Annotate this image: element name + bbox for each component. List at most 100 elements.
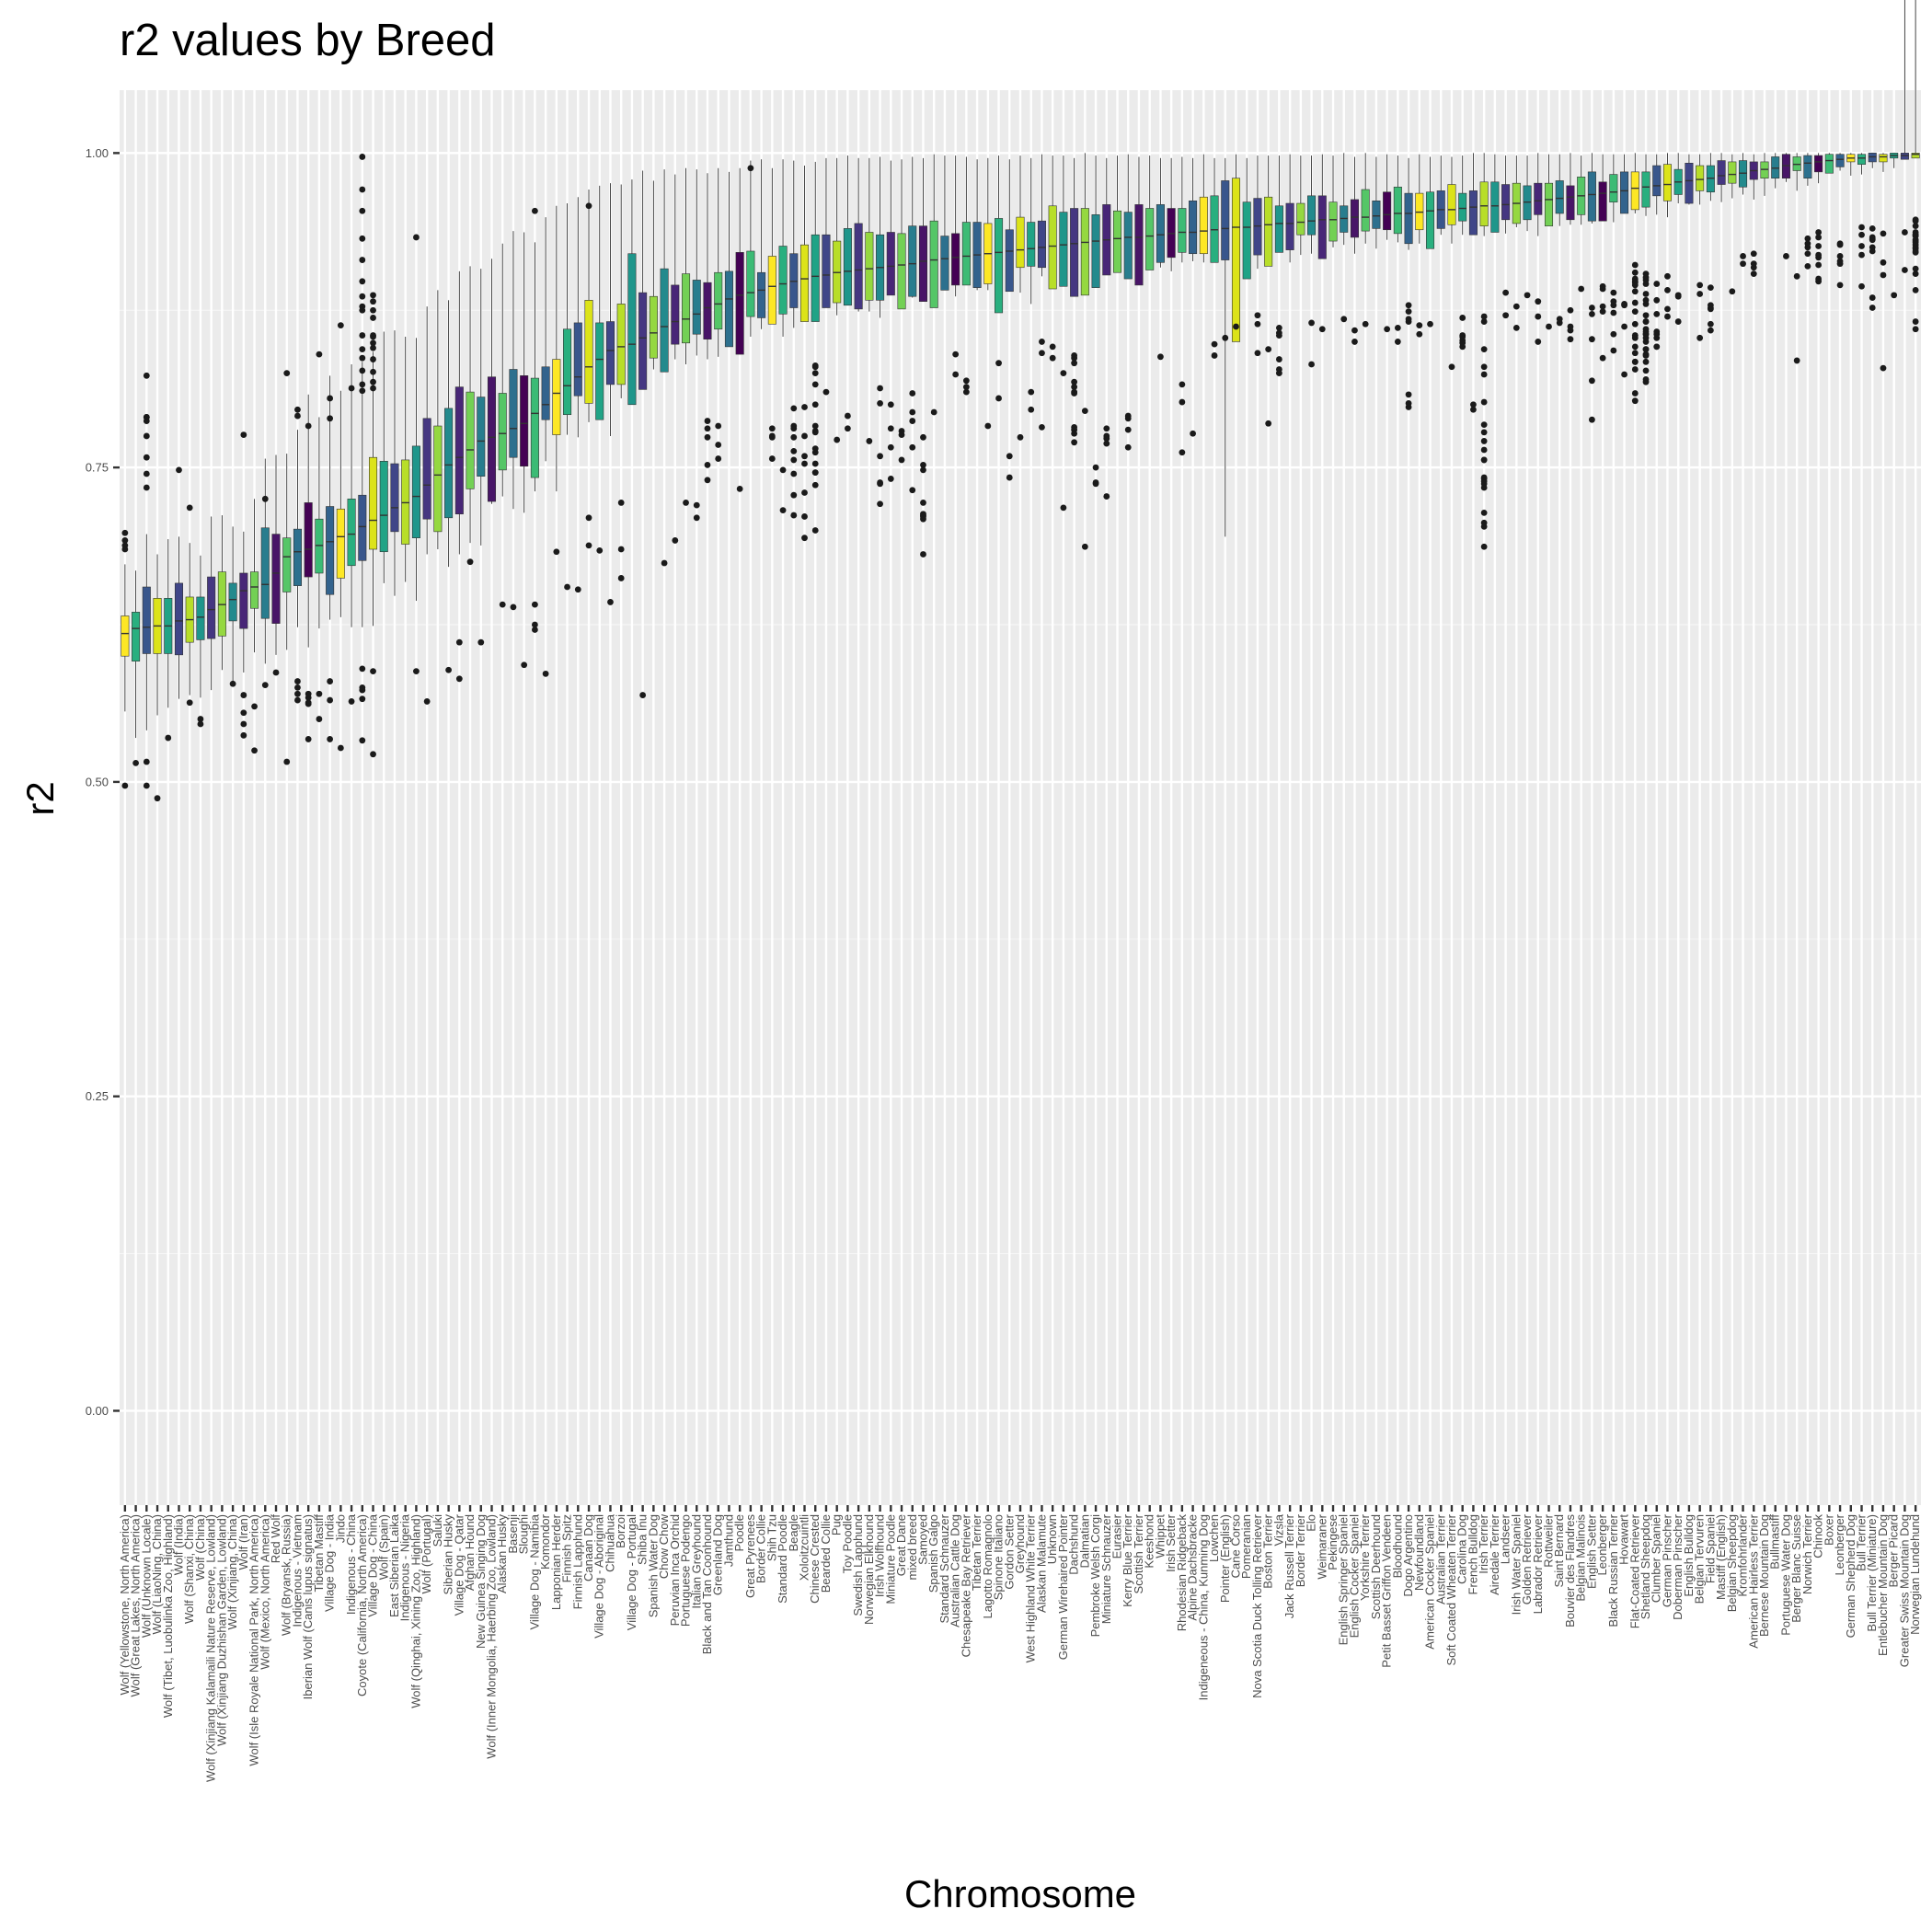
- outlier-point: [283, 370, 291, 376]
- outlier-point: [747, 165, 754, 172]
- outlier-point: [1480, 421, 1488, 429]
- outlier-point: [1351, 327, 1358, 334]
- outlier-point: [143, 484, 150, 491]
- outlier-point: [1480, 543, 1488, 550]
- outlier-point: [877, 400, 883, 407]
- x-tick-label: Standard Poodle: [776, 1514, 789, 1604]
- x-tick-label: Black Russian Terrier: [1606, 1513, 1620, 1627]
- outlier-point: [316, 690, 323, 697]
- x-tick-label: Wolf (Tibet, Luobulinka Zoo, Highland): [161, 1514, 175, 1718]
- outlier-point: [1265, 346, 1272, 353]
- outlier-point: [693, 501, 700, 509]
- outlier-point: [1642, 346, 1650, 353]
- x-tick-label: Soft Coated Wheaten Terrier: [1444, 1513, 1458, 1665]
- x-tick-label: Bloodhound: [1390, 1514, 1404, 1578]
- outlier-point: [1103, 425, 1110, 432]
- outlier-point: [1858, 251, 1865, 259]
- outlier-point: [1836, 253, 1844, 259]
- x-tick-label: Kerry Blue Terrier: [1121, 1513, 1134, 1607]
- outlier-point: [1750, 270, 1757, 277]
- box: [1221, 180, 1230, 260]
- outlier-point: [834, 436, 841, 443]
- outlier-point: [1664, 305, 1671, 313]
- outlier-point: [1912, 217, 1919, 224]
- outlier-point: [1589, 336, 1595, 343]
- outlier-point: [1642, 301, 1650, 307]
- x-tick-label: Doberman Pinscher: [1671, 1513, 1685, 1620]
- x-tick-label: Komondor: [538, 1513, 552, 1570]
- outlier-point: [240, 431, 247, 438]
- x-tick-label: German Shepherd Dog: [1844, 1514, 1857, 1638]
- outlier-point: [531, 627, 538, 633]
- box: [1555, 180, 1564, 214]
- outlier-point: [1653, 310, 1661, 317]
- outlier-point: [811, 370, 819, 376]
- outlier-point: [1621, 323, 1627, 330]
- x-tick-label: Shih Tzu: [765, 1514, 778, 1561]
- outlier-point: [359, 684, 366, 691]
- outlier-point: [1783, 253, 1789, 259]
- outlier-point: [1610, 347, 1617, 354]
- box: [1426, 191, 1435, 249]
- y-axis-title: r2: [18, 781, 62, 815]
- box: [671, 284, 680, 345]
- outlier-point: [272, 669, 280, 676]
- box: [1447, 184, 1456, 225]
- x-tick-label: Portuguese Podengo: [679, 1514, 693, 1627]
- box: [908, 225, 917, 297]
- x-tick-label: Pekingese: [1326, 1514, 1340, 1570]
- outlier-point: [186, 699, 193, 707]
- outlier-point: [370, 292, 376, 299]
- outlier-point: [1815, 229, 1823, 236]
- x-tick-label: Petit Basset Griffon Vendeen: [1380, 1514, 1394, 1668]
- outlier-point: [790, 456, 798, 464]
- outlier-point: [1740, 260, 1746, 268]
- outlier-point: [1039, 350, 1045, 357]
- outlier-point: [1480, 523, 1488, 530]
- outlier-point: [1674, 318, 1682, 325]
- outlier-point: [1103, 432, 1110, 440]
- x-tick-label: Wolf (China): [193, 1514, 207, 1581]
- x-tick-label: Flat-Coated Retriever: [1627, 1513, 1641, 1628]
- x-tick-label: Wolf (Spain): [376, 1514, 390, 1580]
- outlier-point: [359, 387, 366, 395]
- outlier-point: [455, 675, 463, 683]
- box: [1824, 154, 1834, 174]
- outlier-point: [240, 709, 247, 717]
- x-tick-label: Basenji: [506, 1514, 520, 1554]
- x-tick-label: Spinone Italiano: [992, 1514, 1006, 1600]
- outlier-point: [1394, 339, 1401, 345]
- outlier-point: [370, 378, 376, 385]
- outlier-point: [1254, 350, 1261, 357]
- outlier-point: [920, 500, 926, 506]
- x-tick-label: Keeshond: [1143, 1514, 1156, 1569]
- box: [940, 236, 949, 291]
- x-tick-label: Berger Picard: [1887, 1514, 1901, 1587]
- outlier-point: [1891, 292, 1898, 299]
- outlier-point: [1631, 308, 1639, 316]
- x-tick-label: Australian Cattle Dog: [949, 1514, 962, 1627]
- box: [444, 408, 454, 519]
- x-tick-label: Greenland Dog: [711, 1514, 725, 1595]
- outlier-point: [359, 381, 366, 388]
- outlier-point: [294, 412, 301, 420]
- box: [390, 463, 399, 533]
- outlier-point: [359, 332, 366, 339]
- x-tick-label: Wolf (Shanxi, China): [182, 1514, 196, 1624]
- box: [1803, 155, 1812, 178]
- outlier-point: [370, 339, 376, 347]
- x-tick-label: Saint Bernard: [1552, 1514, 1566, 1588]
- box: [961, 222, 971, 286]
- outlier-point: [811, 401, 819, 408]
- outlier-point: [1081, 408, 1088, 415]
- outlier-point: [316, 351, 323, 358]
- outlier-point: [909, 390, 916, 397]
- x-tick-label: Indigeneous - China, Kunming Dog: [1196, 1514, 1210, 1700]
- x-tick-label: Wolf (LiaoNing, China): [150, 1514, 164, 1635]
- outlier-point: [683, 500, 689, 506]
- outlier-point: [359, 207, 366, 214]
- outlier-point: [370, 356, 376, 362]
- x-tick-label: Field Spaniel: [1703, 1514, 1717, 1583]
- outlier-point: [1621, 371, 1627, 378]
- outlier-point: [822, 388, 830, 396]
